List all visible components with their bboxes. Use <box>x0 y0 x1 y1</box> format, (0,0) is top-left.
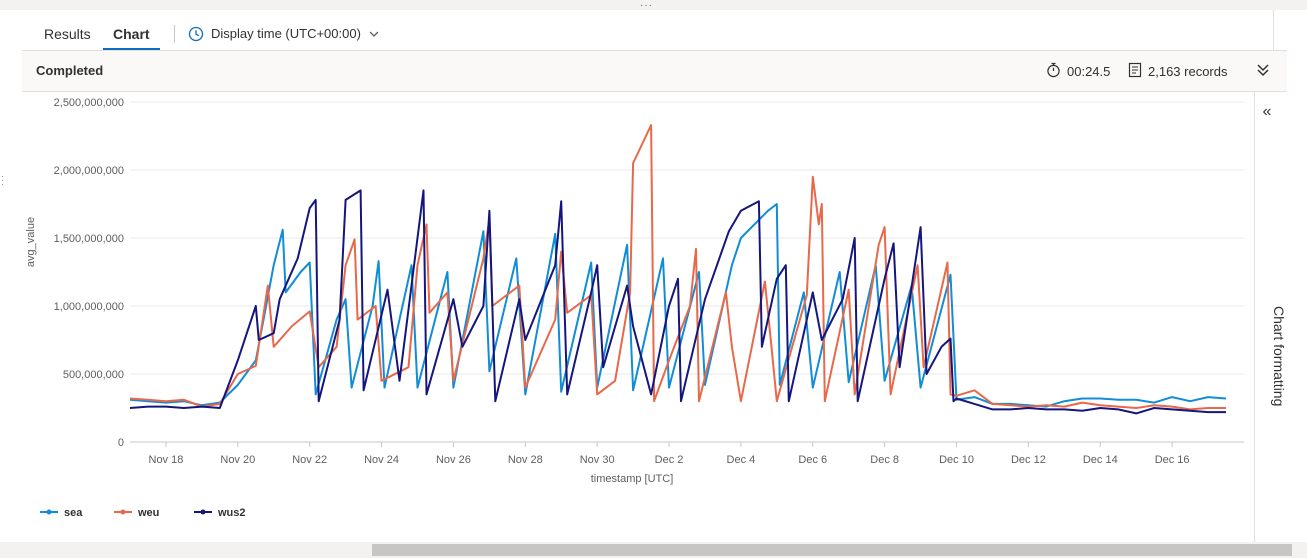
x-tick-label: Nov 24 <box>364 454 399 466</box>
query-status-bar: Completed 00:24.5 2,163 records <box>22 51 1287 92</box>
chart-area: 0 500,000,000 1,000,000,000 1,500,000,000 2,… <box>22 92 1254 538</box>
legend-marker-wus2 <box>200 509 206 515</box>
series-line-weu <box>129 124 1226 411</box>
display-time-label: Display time (UTC+00:00) <box>211 26 361 41</box>
resize-grip-icon[interactable]: ··· <box>640 0 653 11</box>
series-line-sea <box>129 203 1227 408</box>
record-count-value: 2,163 records <box>1148 64 1228 79</box>
series-line-wus2 <box>129 189 1226 415</box>
x-tick-label: Dec 4 <box>727 454 756 466</box>
document-icon <box>1128 62 1142 81</box>
legend-marker-sea <box>46 509 52 515</box>
x-tick-label: Nov 18 <box>149 454 184 466</box>
x-tick-label: Nov 28 <box>508 454 543 466</box>
x-tick-label: Dec 2 <box>655 454 684 466</box>
x-tick-label: Dec 14 <box>1083 454 1118 466</box>
legend-label-weu: weu <box>137 507 159 519</box>
side-resize-grip-icon[interactable]: · · · <box>1 171 5 190</box>
x-tick-label: Nov 22 <box>292 454 327 466</box>
scrollbar-thumb[interactable] <box>372 544 1292 556</box>
y-tick-label: 2,000,000,000 <box>54 165 124 177</box>
stopwatch-icon <box>1046 62 1061 81</box>
x-tick-label: Dec 12 <box>1011 454 1046 466</box>
status-label: Completed <box>36 63 104 78</box>
x-tick-label: Dec 16 <box>1155 454 1190 466</box>
y-tick-label: 1,500,000,000 <box>54 233 124 245</box>
record-count: 2,163 records <box>1128 62 1228 81</box>
active-tab-indicator <box>103 48 160 50</box>
clock-icon <box>188 26 204 42</box>
y-tick-label: 2,500,000,000 <box>54 97 124 109</box>
horizontal-scrollbar[interactable] <box>0 542 1307 558</box>
chevron-down-icon <box>368 28 380 40</box>
y-tick-label: 1,000,000,000 <box>54 301 124 313</box>
x-tick-label: Nov 30 <box>580 454 615 466</box>
top-panel-strip: ··· ⌃ <box>0 0 1307 11</box>
x-axis-label: timestamp [UTC] <box>591 473 674 485</box>
x-tick-label: Nov 26 <box>436 454 471 466</box>
result-tabs: Results Chart Display time (UTC+00:00) <box>22 18 1287 51</box>
elapsed-time-value: 00:24.5 <box>1067 64 1111 79</box>
legend-label-sea: sea <box>64 507 83 519</box>
tab-separator <box>174 25 175 43</box>
tab-chart-label: Chart <box>113 26 150 42</box>
y-tick-label: 500,000,000 <box>63 369 124 381</box>
panel-divider <box>1273 10 1274 50</box>
x-tick-label: Dec 6 <box>798 454 827 466</box>
x-tick-label: Nov 20 <box>220 454 255 466</box>
tab-chart[interactable]: Chart <box>103 18 160 50</box>
legend-label-wus2: wus2 <box>217 507 246 519</box>
y-tick-label: 0 <box>118 437 124 449</box>
elapsed-time: 00:24.5 <box>1046 62 1110 81</box>
y-axis-label: avg_value <box>25 217 37 267</box>
double-chevron-left-icon[interactable]: « <box>1262 103 1272 120</box>
chart-formatting-pane: « Chart formatting <box>1254 92 1307 542</box>
chart-formatting-label[interactable]: Chart formatting <box>1271 306 1287 407</box>
display-time-dropdown[interactable]: Display time (UTC+00:00) <box>188 18 380 50</box>
x-tick-label: Dec 10 <box>939 454 974 466</box>
line-chart: 0 500,000,000 1,000,000,000 1,500,000,000 2,… <box>25 97 1244 519</box>
close-icon[interactable]: ⌃ <box>1256 0 1267 8</box>
tab-results[interactable]: Results <box>44 26 91 42</box>
x-tick-label: Dec 8 <box>870 454 899 466</box>
legend-marker-weu <box>120 509 126 515</box>
double-chevron-down-icon[interactable] <box>1254 61 1272 79</box>
